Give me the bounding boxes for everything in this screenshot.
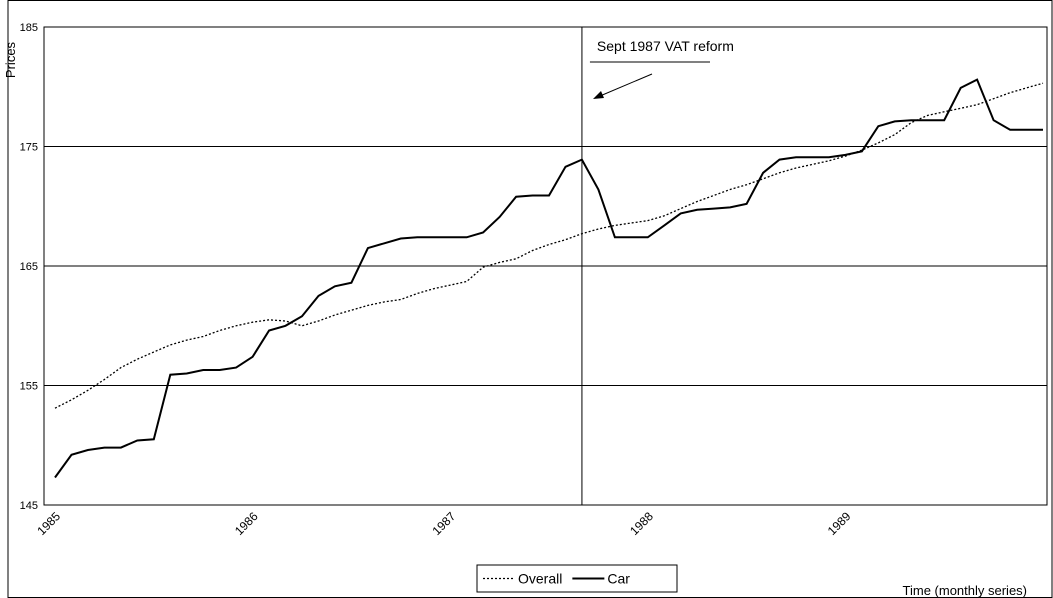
y-tick-label: 185 xyxy=(20,22,38,34)
series-line xyxy=(54,78,1043,479)
series-line xyxy=(54,82,1044,409)
y-tick-label: 155 xyxy=(20,381,38,393)
legend-label: Car xyxy=(607,571,630,587)
y-tick-label: 175 xyxy=(20,142,38,154)
y-axis-label: Prices xyxy=(3,41,18,78)
chart-border xyxy=(7,0,1053,598)
legend-label: Overall xyxy=(518,571,562,587)
y-tick-label: 145 xyxy=(20,500,38,512)
annotation-text: Sept 1987 VAT reform xyxy=(597,38,734,54)
arrow-head xyxy=(593,91,604,99)
annotation-arrow xyxy=(599,73,653,97)
y-tick-label: 165 xyxy=(20,261,38,273)
x-axis-label: Time (monthly series) xyxy=(903,583,1027,598)
